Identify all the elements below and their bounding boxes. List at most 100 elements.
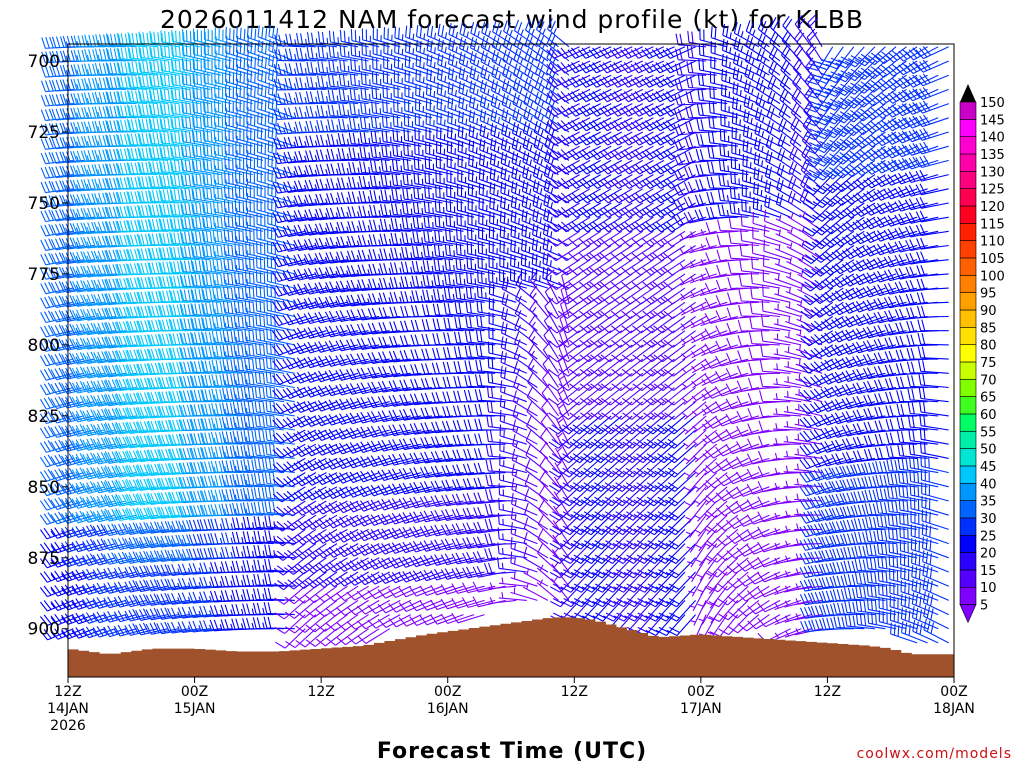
wind-barb	[611, 387, 644, 406]
wind-barb	[192, 71, 222, 90]
wind-barb	[883, 159, 918, 173]
wind-barb	[235, 84, 264, 105]
wind-barb	[919, 427, 949, 445]
wind-barb	[599, 88, 633, 103]
wind-barb	[324, 428, 359, 441]
wind-barb	[633, 457, 665, 478]
wind-barb	[82, 597, 116, 610]
wind-barb	[266, 313, 295, 332]
wind-barb	[458, 81, 485, 105]
wind-barb	[235, 69, 264, 90]
wind-barb	[256, 212, 285, 232]
wind-barb	[821, 301, 855, 317]
wind-barb	[599, 74, 633, 88]
wind-barb	[454, 302, 485, 318]
wind-barb	[567, 117, 601, 132]
wind-barb	[221, 416, 253, 431]
wind-barb	[570, 486, 602, 507]
wind-barb	[641, 145, 675, 161]
wind-barb	[653, 330, 686, 348]
colorbar-tick-label: 50	[980, 443, 997, 458]
wind-barb	[548, 443, 580, 464]
wind-barb	[600, 330, 633, 348]
x-tick-label: 12Z	[54, 684, 81, 700]
wind-barb	[758, 420, 791, 433]
wind-barb	[786, 242, 812, 261]
wind-barb	[381, 144, 411, 161]
wind-barb	[842, 519, 875, 532]
colorbar-tick-label: 150	[980, 96, 1005, 111]
wind-barb	[524, 488, 549, 516]
wind-barb	[706, 191, 738, 204]
wind-barb	[864, 489, 897, 502]
wind-barb	[900, 593, 928, 616]
wind-barb	[488, 582, 517, 590]
wind-barb	[790, 102, 812, 133]
wind-barb	[359, 131, 390, 147]
wind-barb	[544, 134, 570, 161]
wind-barb	[570, 514, 602, 536]
wind-barb	[799, 469, 833, 483]
wind-barb	[421, 319, 454, 332]
wind-barb	[466, 256, 496, 275]
wind-barb	[359, 161, 390, 176]
wind-barb	[235, 156, 264, 176]
wind-barb	[665, 472, 696, 492]
wind-barb	[303, 371, 338, 383]
wind-barb	[445, 228, 475, 247]
colorbar-segment	[959, 361, 977, 380]
wind-barb	[147, 262, 179, 275]
wind-barb	[610, 202, 644, 218]
wind-barb	[681, 387, 707, 406]
wind-barb	[538, 499, 559, 530]
wind-barb	[158, 232, 190, 247]
wind-barb	[467, 212, 496, 232]
wind-barb	[61, 541, 95, 553]
wind-barb	[366, 499, 401, 512]
wind-barb	[252, 588, 285, 601]
wind-barb	[168, 333, 200, 346]
wind-barb	[447, 52, 475, 76]
colorbar-segment	[959, 274, 977, 293]
wind-barb	[201, 302, 232, 318]
wind-barb	[181, 101, 211, 119]
wind-barb	[474, 418, 506, 431]
wind-barb	[775, 214, 802, 232]
wind-barb	[773, 303, 802, 318]
wind-barb	[223, 200, 253, 218]
wind-barb	[283, 528, 317, 546]
wind-barb	[225, 70, 253, 90]
wind-barb	[350, 43, 380, 62]
wind-barb	[743, 79, 770, 105]
wind-barb	[414, 127, 443, 147]
wind-barb	[588, 60, 623, 74]
wind-barb	[641, 131, 675, 146]
wind-barb	[336, 614, 369, 631]
wind-barb	[500, 380, 527, 403]
wind-barb	[210, 431, 243, 445]
wind-barb	[246, 126, 274, 147]
wind-barb	[907, 402, 939, 417]
wind-barb	[620, 60, 654, 74]
wind-barb	[201, 316, 232, 332]
wind-barb	[266, 255, 295, 275]
wind-barb	[510, 210, 538, 232]
wind-barb	[654, 443, 686, 464]
wind-barb	[620, 117, 654, 132]
wind-barb	[773, 423, 802, 431]
wind-barb	[832, 589, 865, 601]
wind-barb	[738, 274, 770, 289]
wind-barb	[366, 514, 401, 526]
wind-barb	[523, 77, 549, 105]
wind-barb	[568, 259, 602, 276]
wind-barb	[623, 514, 654, 536]
wind-barb	[642, 330, 675, 348]
wind-barb	[701, 415, 728, 431]
wind-barb	[812, 216, 844, 236]
wind-barb	[702, 457, 728, 476]
wind-barb	[457, 169, 485, 190]
wind-barb	[673, 108, 707, 121]
credit-text[interactable]: coolwx.com/models	[857, 746, 1012, 762]
wind-barb	[347, 191, 380, 204]
wind-barb	[665, 543, 696, 564]
